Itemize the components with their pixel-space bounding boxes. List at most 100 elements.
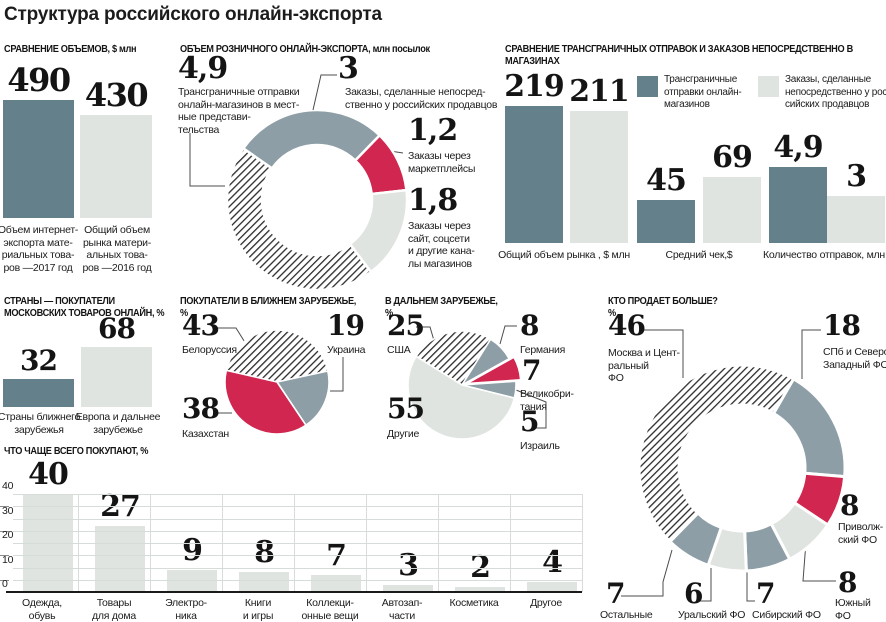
bar-compare-5 xyxy=(769,167,827,243)
grid-line xyxy=(13,506,582,507)
axis-tick xyxy=(0,531,9,532)
bar-buy-4 xyxy=(239,572,289,592)
slice-label: Трансграничные отправки онлайн-магазинов… xyxy=(178,86,300,136)
bar-label: Объем интернет- экспорта мате- риальных … xyxy=(0,224,79,274)
slice-label: СПб и Северо- Западный ФО xyxy=(823,346,886,371)
section-header-far: В ДАЛЬНЕМ ЗАРУБЕЖЬЕ, % xyxy=(385,296,498,319)
bar-compare-1 xyxy=(505,106,563,243)
bar-buy-7 xyxy=(455,587,505,592)
grid-line xyxy=(13,531,582,532)
legend-swatch-crossborder xyxy=(637,76,658,97)
slice-value: 7 xyxy=(522,354,542,387)
bar-value: 27 xyxy=(100,489,141,524)
slice-value: 46 xyxy=(608,309,646,342)
pie-slice xyxy=(225,330,329,383)
bar-value: 7 xyxy=(326,538,347,573)
bar-group-label: Общий объем рынка , $ млн xyxy=(498,249,630,261)
bar-volumes-2 xyxy=(80,115,152,218)
axis-tick xyxy=(0,580,9,581)
axis-tick xyxy=(0,506,9,507)
pie-chart-far xyxy=(407,330,522,440)
pie-chart-who xyxy=(637,363,847,573)
slice-value: 3 xyxy=(338,51,359,86)
bar-compare-4 xyxy=(703,177,761,243)
section-header-volumes: СРАВНЕНИЕ ОБЪЕМОВ, $ млн xyxy=(4,44,137,55)
grid-line xyxy=(13,580,582,581)
slice-label: Заказы через маркетплейсы xyxy=(408,150,476,175)
grid-line-vertical xyxy=(222,494,223,592)
bar-buy-3 xyxy=(167,570,217,592)
slice-value: 19 xyxy=(327,309,365,342)
bar-countries-1 xyxy=(3,379,74,407)
pie-slice xyxy=(225,369,308,435)
grid-line-vertical xyxy=(366,494,367,592)
bar-group-label: Средний чек,$ xyxy=(665,249,733,261)
legend-label-crossborder: Трансграничные отправки онлайн- магазино… xyxy=(664,74,742,110)
bar-volumes-1 xyxy=(3,100,74,218)
axis-tick-label: 40 xyxy=(2,480,14,492)
slice-label: Германия xyxy=(520,344,566,356)
axis-tick-label: 30 xyxy=(2,505,14,517)
slice-value: 4,9 xyxy=(178,51,228,86)
slice-value: 38 xyxy=(182,392,220,425)
section-header-countries: СТРАНЫ — ПОКУПАТЕЛИ МОСКОВСКИХ ТОВАРОВ О… xyxy=(4,296,165,319)
axis-tick-label: 10 xyxy=(2,554,14,566)
bar-compare-6 xyxy=(827,196,885,243)
slice-label: США xyxy=(387,344,411,356)
bar-value: 32 xyxy=(20,344,58,377)
section-header-retail: ОБЪЕМ РОЗНИЧНОГО ОНЛАЙН-ЭКСПОРТА, млн по… xyxy=(180,44,430,55)
axis-tick-label: 0 xyxy=(2,578,8,590)
bar-buy-6 xyxy=(383,585,433,592)
slice-label: Заказы, сделанные непосред- ственно у ро… xyxy=(345,86,498,111)
slice-value: 43 xyxy=(182,309,220,342)
bar-value: 4 xyxy=(542,545,563,580)
section-header-near: ПОКУПАТЕЛИ В БЛИЖНЕМ ЗАРУБЕЖЬЕ, % xyxy=(180,296,357,319)
bar-label: Страны ближнего зарубежья xyxy=(0,411,81,436)
slice-value: 1,2 xyxy=(408,113,458,148)
grid-line-vertical xyxy=(78,494,79,592)
connector-line xyxy=(330,357,344,392)
bar-countries-2 xyxy=(81,347,152,407)
bar-label: Общий объем рынка матери- альных това- р… xyxy=(82,224,152,274)
grid-line xyxy=(13,568,582,569)
grid-line xyxy=(13,543,582,544)
grid-line-vertical xyxy=(582,494,583,592)
bar-label: Одежда, обувь xyxy=(22,597,62,622)
bar-value: 69 xyxy=(712,140,753,175)
grid-line-vertical xyxy=(294,494,295,592)
slice-label: Южный ФО xyxy=(835,597,871,622)
slice-label: Заказы через сайт, соцсети и другие кана… xyxy=(408,220,475,270)
bar-label: Косметика xyxy=(449,597,499,609)
axis-baseline xyxy=(6,591,582,593)
bar-value: 9 xyxy=(182,533,203,568)
slice-value: 25 xyxy=(387,309,425,342)
slice-label: Другие xyxy=(387,428,420,440)
bar-label: Товары для дома xyxy=(92,597,136,622)
slice-label: Приволж- ский ФО xyxy=(838,521,883,546)
pie-slice xyxy=(407,355,516,440)
bar-value: 3 xyxy=(398,548,419,583)
slice-value: 18 xyxy=(823,309,861,342)
bar-value: 2 xyxy=(470,550,491,585)
slice-label: Израиль xyxy=(520,440,560,452)
grid-line-vertical xyxy=(510,494,511,592)
grid-line-vertical xyxy=(150,494,151,592)
slice-label: Остальные xyxy=(600,609,653,621)
bar-label: Коллекци- онные вещи xyxy=(301,597,359,622)
slice-label: Уральский ФО xyxy=(678,609,746,621)
slice-value: 6 xyxy=(684,577,704,610)
slice-label: Казахстан xyxy=(182,428,229,440)
page-title: Структура российского онлайн-экспорта xyxy=(4,4,382,25)
bar-value: 3 xyxy=(846,159,867,194)
bar-group-label: Количество отправок, млн xyxy=(763,249,885,261)
legend-label-direct: Заказы, сделанные непосредственно у рос-… xyxy=(785,74,886,110)
pie-chart-retail xyxy=(226,110,408,292)
section-header-who: КТО ПРОДАЕТ БОЛЬШЕ? % xyxy=(608,296,718,319)
pie-slice xyxy=(226,146,373,292)
slice-value: 5 xyxy=(520,405,540,438)
bar-compare-3 xyxy=(637,200,695,243)
pie-slice xyxy=(466,356,522,385)
bar-value: 4,9 xyxy=(773,130,823,165)
bar-value: 45 xyxy=(646,163,687,198)
bar-label: Европа и дальнее зарубежье xyxy=(75,411,161,436)
